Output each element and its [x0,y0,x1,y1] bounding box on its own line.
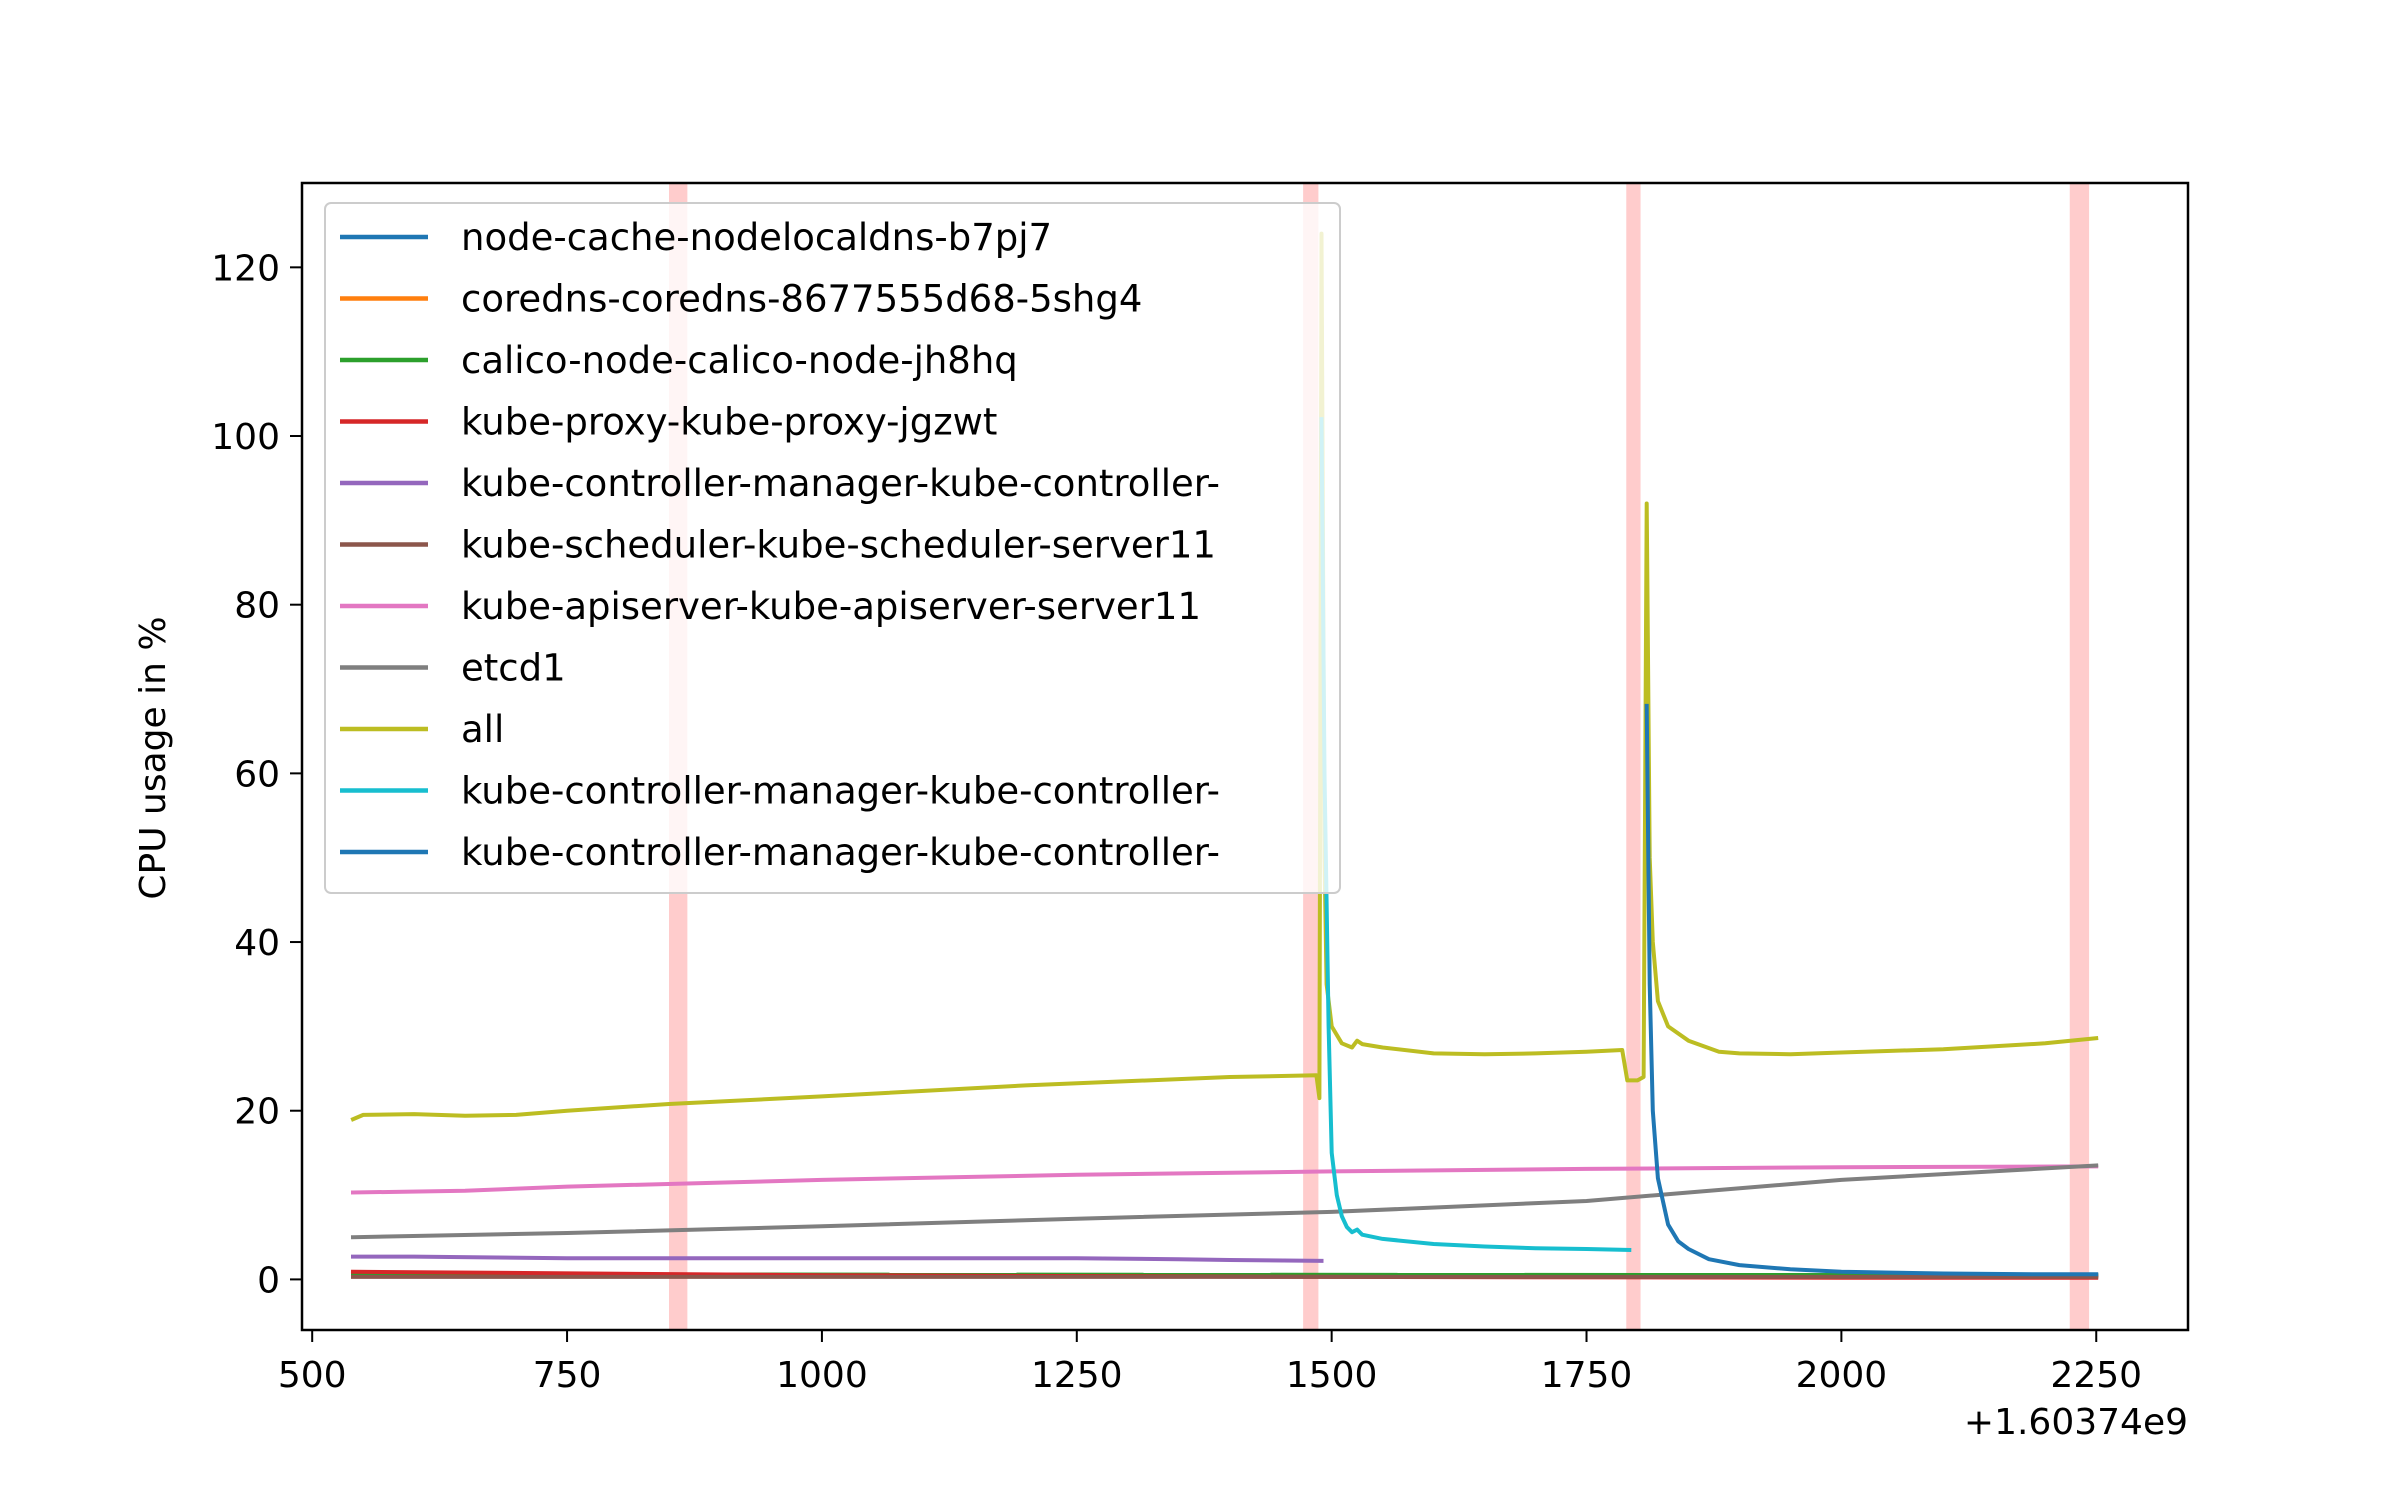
legend-label: kube-controller-manager-kube-controller- [461,831,1220,874]
legend-label: kube-controller-manager-kube-controller- [461,770,1220,813]
y-tick-label: 20 [234,1092,280,1133]
y-tick-label: 100 [211,417,280,458]
legend-label: calico-node-calico-node-jh8hq [461,339,1018,382]
y-axis: 0 20 40 60 80 100 120 [211,248,302,1301]
legend-label: etcd1 [461,647,566,690]
shaded-band-4 [2069,183,2090,1330]
x-tick-label: 500 [278,1355,347,1396]
shaded-band-3 [1626,183,1641,1330]
series-line-10 [1319,417,1632,1252]
x-tick-label: 750 [533,1355,602,1396]
series-line-7 [350,1164,2099,1195]
series-lines [350,231,2099,1280]
series-line-8 [350,1163,2099,1240]
x-axis: 500 750 1000 1250 1500 1750 2000 2250 [278,1330,2142,1396]
legend-label: kube-scheduler-kube-scheduler-server11 [461,524,1216,567]
y-tick-label: 80 [234,586,280,627]
y-tick-label: 120 [211,248,280,289]
x-axis-offset-label: +1.60374e9 [1964,1402,2188,1443]
legend-label: node-cache-nodelocaldns-b7pj7 [461,216,1052,259]
legend-label: all [461,708,504,751]
legend-label: kube-proxy-kube-proxy-jgzwt [461,401,997,444]
legend-box [324,202,1341,894]
x-tick-label: 1250 [1031,1355,1123,1396]
x-tick-label: 1500 [1286,1355,1378,1396]
series-line-9 [350,231,2099,1122]
plot-frame [300,181,2190,1332]
x-tick-label: 1000 [776,1355,868,1396]
legend-label: kube-controller-manager-kube-controller- [461,462,1220,505]
x-tick-label: 2250 [2050,1355,2142,1396]
x-tick-label: 1750 [1541,1355,1633,1396]
y-tick-label: 60 [234,754,280,795]
legend: node-cache-nodelocaldns-b7pj7 coredns-cor… [324,202,1341,894]
y-tick-label: 40 [234,923,280,964]
legend-label: coredns-coredns-8677555d68-5shg4 [461,278,1142,321]
series-line-11 [1644,703,2099,1277]
y-tick-label: 0 [257,1260,280,1301]
y-axis-label: CPU usage in % [133,616,174,899]
series-line-5 [351,1254,1324,1263]
x-tick-label: 2000 [1796,1355,1888,1396]
legend-label: kube-apiserver-kube-apiserver-server11 [461,585,1201,628]
